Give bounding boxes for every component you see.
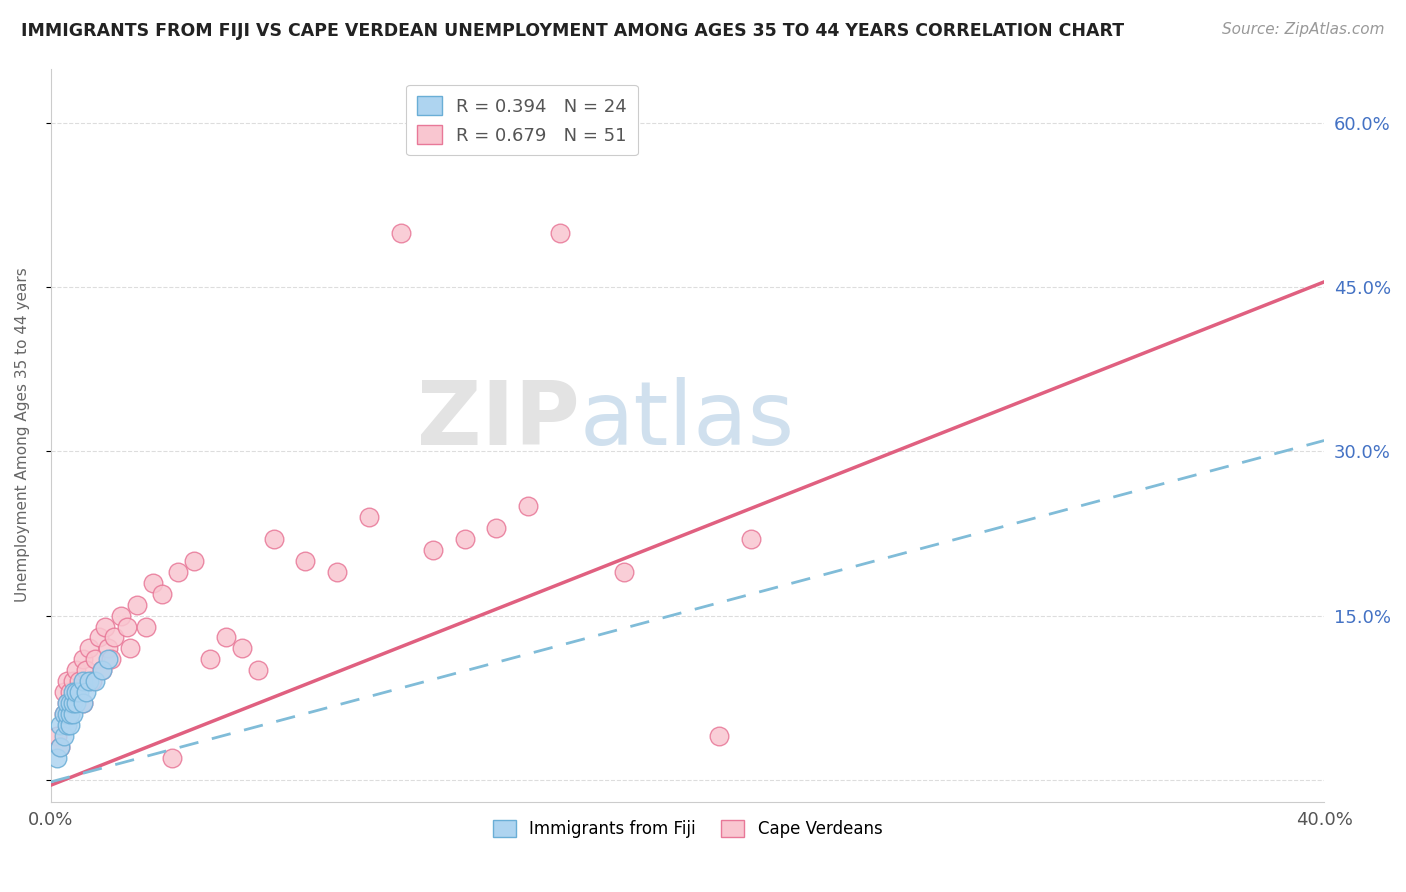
Point <box>485 521 508 535</box>
Point <box>389 226 412 240</box>
Point <box>65 663 87 677</box>
Point <box>160 751 183 765</box>
Point <box>62 674 84 689</box>
Point <box>49 718 72 732</box>
Point <box>97 652 120 666</box>
Point <box>135 619 157 633</box>
Point <box>49 739 72 754</box>
Point <box>87 631 110 645</box>
Point <box>90 663 112 677</box>
Point <box>59 696 82 710</box>
Point <box>453 532 475 546</box>
Point <box>75 663 97 677</box>
Point <box>613 565 636 579</box>
Legend: Immigrants from Fiji, Cape Verdeans: Immigrants from Fiji, Cape Verdeans <box>486 813 889 845</box>
Point <box>77 641 100 656</box>
Point <box>55 696 77 710</box>
Point <box>69 685 91 699</box>
Point <box>55 696 77 710</box>
Point <box>46 729 69 743</box>
Point <box>52 685 75 699</box>
Point <box>65 696 87 710</box>
Point <box>103 631 125 645</box>
Point <box>72 652 94 666</box>
Text: IMMIGRANTS FROM FIJI VS CAPE VERDEAN UNEMPLOYMENT AMONG AGES 35 TO 44 YEARS CORR: IMMIGRANTS FROM FIJI VS CAPE VERDEAN UNE… <box>21 22 1125 40</box>
Point <box>167 565 190 579</box>
Point <box>90 663 112 677</box>
Y-axis label: Unemployment Among Ages 35 to 44 years: Unemployment Among Ages 35 to 44 years <box>15 268 30 602</box>
Point <box>740 532 762 546</box>
Point <box>142 575 165 590</box>
Point <box>263 532 285 546</box>
Point <box>55 706 77 721</box>
Point <box>62 696 84 710</box>
Point <box>59 706 82 721</box>
Point <box>326 565 349 579</box>
Point <box>52 706 75 721</box>
Point <box>69 674 91 689</box>
Point <box>294 554 316 568</box>
Point <box>62 696 84 710</box>
Point <box>59 718 82 732</box>
Point <box>125 598 148 612</box>
Point <box>55 718 77 732</box>
Point <box>72 696 94 710</box>
Point <box>52 706 75 721</box>
Point <box>77 674 100 689</box>
Point <box>94 619 117 633</box>
Point <box>72 674 94 689</box>
Text: Source: ZipAtlas.com: Source: ZipAtlas.com <box>1222 22 1385 37</box>
Text: atlas: atlas <box>579 377 794 464</box>
Text: ZIP: ZIP <box>416 377 579 464</box>
Point <box>46 751 69 765</box>
Point <box>72 696 94 710</box>
Point <box>62 685 84 699</box>
Point <box>215 631 238 645</box>
Point <box>100 652 122 666</box>
Point <box>110 608 132 623</box>
Point <box>548 226 571 240</box>
Point <box>84 674 107 689</box>
Point <box>246 663 269 677</box>
Point <box>709 729 731 743</box>
Point <box>120 641 142 656</box>
Point <box>75 685 97 699</box>
Point <box>49 739 72 754</box>
Point <box>115 619 138 633</box>
Point <box>82 674 104 689</box>
Point <box>62 706 84 721</box>
Point <box>65 685 87 699</box>
Point <box>422 543 444 558</box>
Point <box>183 554 205 568</box>
Point <box>55 674 77 689</box>
Point <box>231 641 253 656</box>
Point <box>359 510 381 524</box>
Point <box>198 652 221 666</box>
Point <box>517 499 540 513</box>
Point <box>59 685 82 699</box>
Point <box>84 652 107 666</box>
Point <box>97 641 120 656</box>
Point <box>65 685 87 699</box>
Point <box>52 729 75 743</box>
Point <box>150 587 173 601</box>
